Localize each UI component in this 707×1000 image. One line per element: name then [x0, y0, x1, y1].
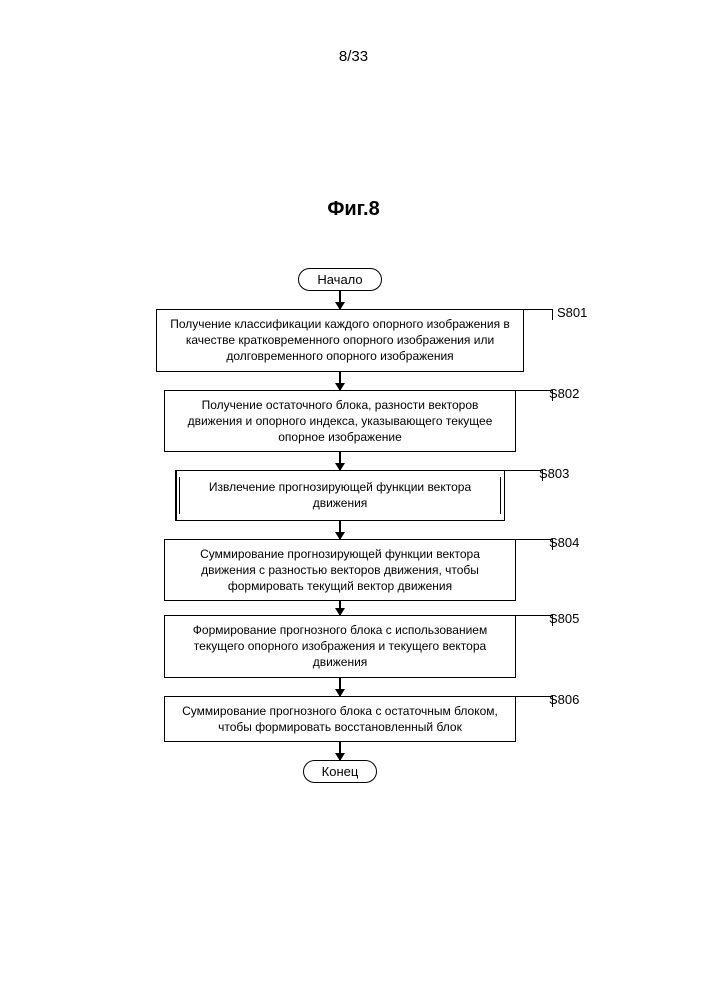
lead-line	[522, 309, 553, 320]
step-s802: Получение остаточного блока, разности ве…	[164, 390, 516, 453]
step-id: S801	[557, 304, 587, 322]
step-id: S805	[549, 610, 579, 628]
figure-title: Фиг.8	[0, 198, 707, 221]
step-text: Формирование прогнозного блока с использ…	[193, 623, 487, 669]
arrow	[339, 678, 341, 696]
step-id: S802	[549, 385, 579, 403]
lead-line	[514, 390, 553, 401]
step-id: S806	[549, 691, 579, 709]
start-terminal: Начало	[298, 268, 381, 291]
arrow	[339, 742, 341, 760]
page: 8/33 Фиг.8 Начало Получение классификаци…	[0, 0, 707, 1000]
flowchart: Начало Получение классификации каждого о…	[130, 268, 550, 783]
step-s803-subprocess: Извлечение прогнозирующей функции вектор…	[175, 470, 505, 520]
lead-line	[514, 696, 553, 707]
step-text: Извлечение прогнозирующей функции вектор…	[209, 480, 471, 510]
arrow	[339, 452, 341, 470]
end-terminal: Конец	[303, 760, 378, 783]
step-id: S804	[549, 534, 579, 552]
arrow	[339, 372, 341, 390]
arrow	[339, 521, 341, 539]
step-text: Получение остаточного блока, разности ве…	[188, 398, 493, 444]
step-s801: Получение классификации каждого опорного…	[156, 309, 524, 372]
step-s806: Суммирование прогнозного блока с остаточ…	[164, 696, 516, 742]
lead-line	[514, 539, 553, 550]
step-text: Суммирование прогнозирующей функции вект…	[200, 547, 480, 593]
lead-line	[504, 470, 543, 481]
step-text: Получение классификации каждого опорного…	[170, 317, 510, 363]
step-text: Суммирование прогнозного блока с остаточ…	[182, 704, 498, 734]
arrow	[339, 601, 341, 615]
arrow	[339, 291, 341, 309]
lead-line	[514, 615, 553, 626]
step-s805: Формирование прогнозного блока с использ…	[164, 615, 516, 678]
step-s804: Суммирование прогнозирующей функции вект…	[164, 539, 516, 602]
step-id: S803	[539, 465, 569, 483]
page-number: 8/33	[0, 48, 707, 65]
